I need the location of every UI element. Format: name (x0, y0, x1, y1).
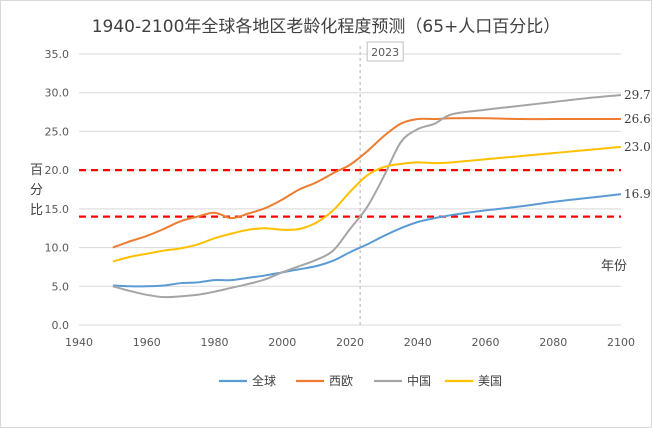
x-tick-label: 2080 (539, 336, 567, 349)
x-axis-label: 年份 (601, 259, 627, 274)
end-label-1: 26.6 (624, 112, 651, 126)
legend-label-1: 西欧 (329, 374, 353, 388)
y-tick-label: 15.0 (45, 203, 70, 216)
y-tick-label: 0.0 (52, 319, 70, 332)
legend-label-2: 中国 (407, 373, 431, 388)
threshold-lines (79, 169, 621, 218)
series-lines (112, 94, 622, 299)
y-axis-label: 百分比 (30, 163, 43, 218)
y-tick-labels: 0.0 5.0 10.0 15.0 20.0 25.0 30.0 35.0 (45, 48, 70, 332)
x-tick-label: 1940 (65, 336, 93, 349)
legend-label-0: 全球 (252, 373, 276, 388)
series-line-0 (112, 193, 622, 288)
x-tick-label: 1980 (201, 336, 229, 349)
end-label-0: 16.9 (624, 187, 651, 201)
reference-year-marker: 2023 (359, 41, 404, 325)
reference-year-label: 2023 (371, 46, 399, 59)
x-tick-label: 2020 (336, 336, 364, 349)
y-tick-label: 20.0 (45, 164, 70, 177)
x-tick-labels: 1940 1960 1980 2000 2020 2040 2060 2080 2100 (65, 336, 635, 349)
series-line-1 (112, 117, 621, 249)
x-tick-label: 1960 (133, 336, 161, 349)
y-axis-label-char: 分 (30, 183, 43, 198)
x-tick-label: 2000 (268, 336, 296, 349)
end-label-2: 29.7 (624, 88, 651, 102)
reference-year-box (366, 41, 404, 62)
series-line-2 (112, 94, 622, 299)
series-end-labels: 16.9 26.6 29.7 23.0 (624, 88, 651, 201)
x-tick-label: 2040 (404, 336, 432, 349)
x-tick-label: 2100 (607, 336, 635, 349)
gridlines (79, 53, 621, 326)
legend: 全球 西欧 中国 美国 (219, 373, 502, 388)
legend-label-3: 美国 (478, 374, 502, 388)
y-tick-label: 30.0 (45, 87, 70, 100)
chart-title: 1940-2100年全球各地区老龄化程度预测（65+人口百分比） (91, 17, 561, 37)
y-tick-label: 25.0 (45, 125, 70, 138)
y-axis-label-char: 百 (30, 163, 43, 178)
series-line-3 (112, 145, 622, 263)
y-tick-label: 5.0 (52, 280, 70, 293)
y-tick-label: 10.0 (45, 242, 70, 255)
y-axis-label-char: 比 (30, 203, 43, 218)
end-label-3: 23.0 (624, 140, 651, 154)
y-tick-label: 35.0 (45, 48, 70, 61)
x-tick-label: 2060 (472, 336, 500, 349)
